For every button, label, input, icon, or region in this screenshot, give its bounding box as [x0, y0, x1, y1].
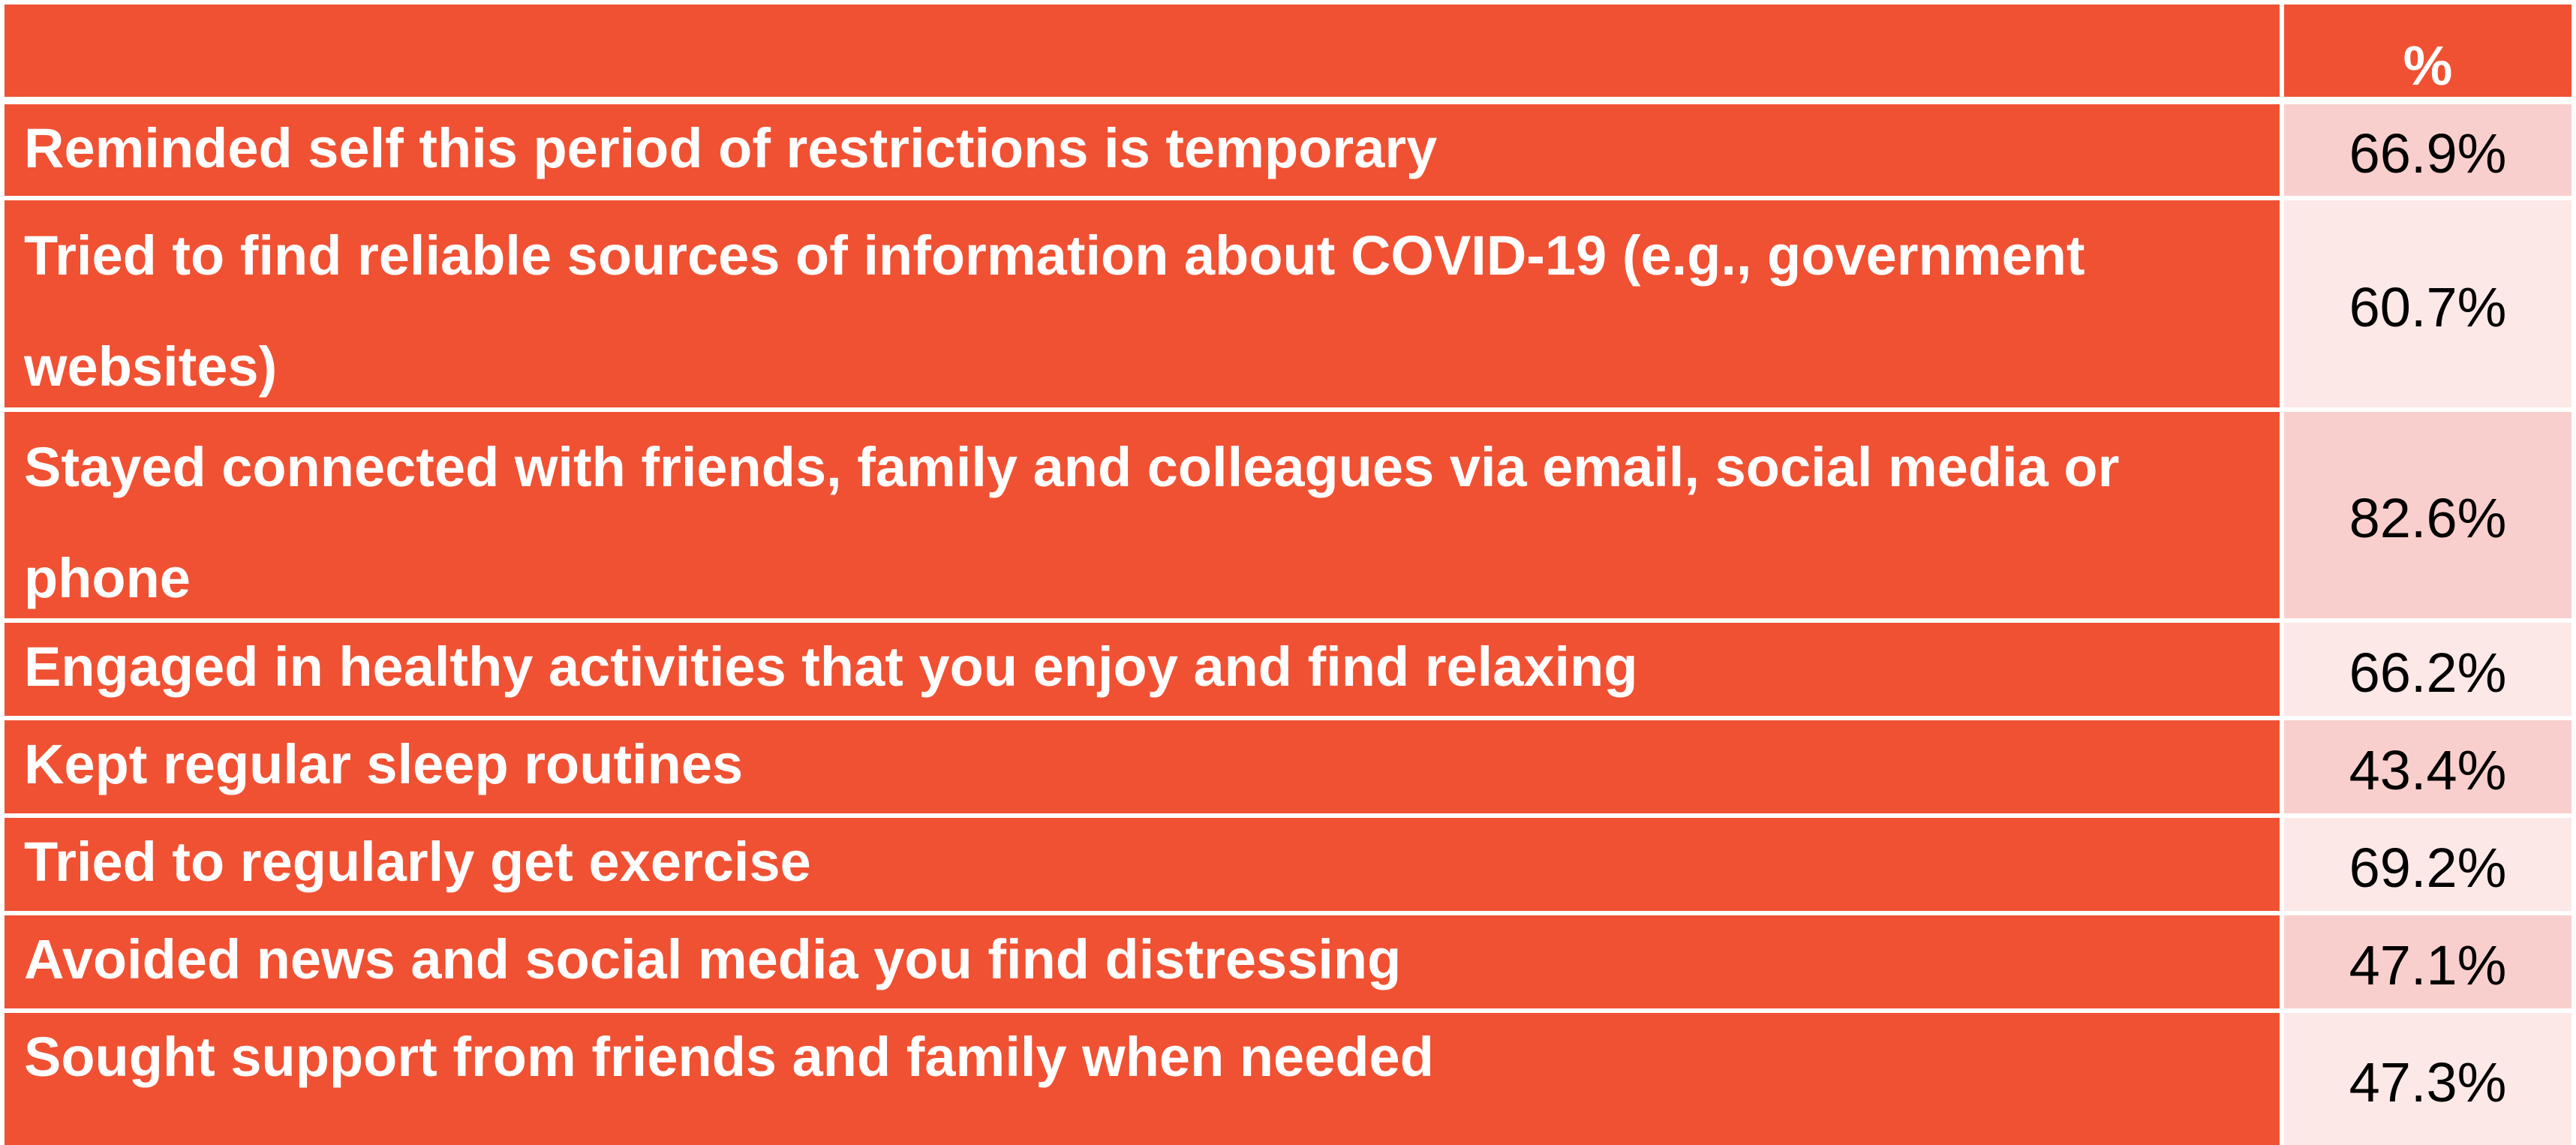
row-label: Kept regular sleep routines — [5, 720, 2280, 813]
row-label: Reminded self this period of restriction… — [5, 104, 2280, 196]
row-label: Engaged in healthy activities that you e… — [5, 623, 2280, 716]
table-row: Engaged in healthy activities that you e… — [0, 623, 2576, 716]
header-label-cell — [5, 5, 2280, 97]
row-value: 47.1% — [2284, 915, 2571, 1008]
row-value: 60.7% — [2284, 200, 2571, 407]
row-value: 47.3% — [2284, 1013, 2571, 1145]
table-row: Tried to regularly get exercise 69.2% — [0, 818, 2576, 911]
row-value: 82.6% — [2284, 412, 2571, 618]
row-value: 66.9% — [2284, 104, 2571, 196]
row-label: Sought support from friends and family w… — [5, 1013, 2280, 1145]
row-label: Avoided news and social media you find d… — [5, 915, 2280, 1008]
header-percent-cell: % — [2284, 5, 2571, 97]
row-value: 43.4% — [2284, 720, 2571, 813]
table-row: Kept regular sleep routines 43.4% — [0, 720, 2576, 813]
table-header-row: % — [0, 5, 2576, 97]
row-label: Tried to find reliable sources of inform… — [5, 200, 2280, 407]
row-label: Tried to regularly get exercise — [5, 818, 2280, 911]
row-label: Stayed connected with friends, family an… — [5, 412, 2280, 618]
table-row: Sought support from friends and family w… — [0, 1013, 2576, 1145]
row-value: 69.2% — [2284, 818, 2571, 911]
table-row: Avoided news and social media you find d… — [0, 915, 2576, 1008]
row-value: 66.2% — [2284, 623, 2571, 716]
table-row: Stayed connected with friends, family an… — [0, 412, 2576, 618]
table-row: Reminded self this period of restriction… — [0, 104, 2576, 196]
table-row: Tried to find reliable sources of inform… — [0, 200, 2576, 407]
